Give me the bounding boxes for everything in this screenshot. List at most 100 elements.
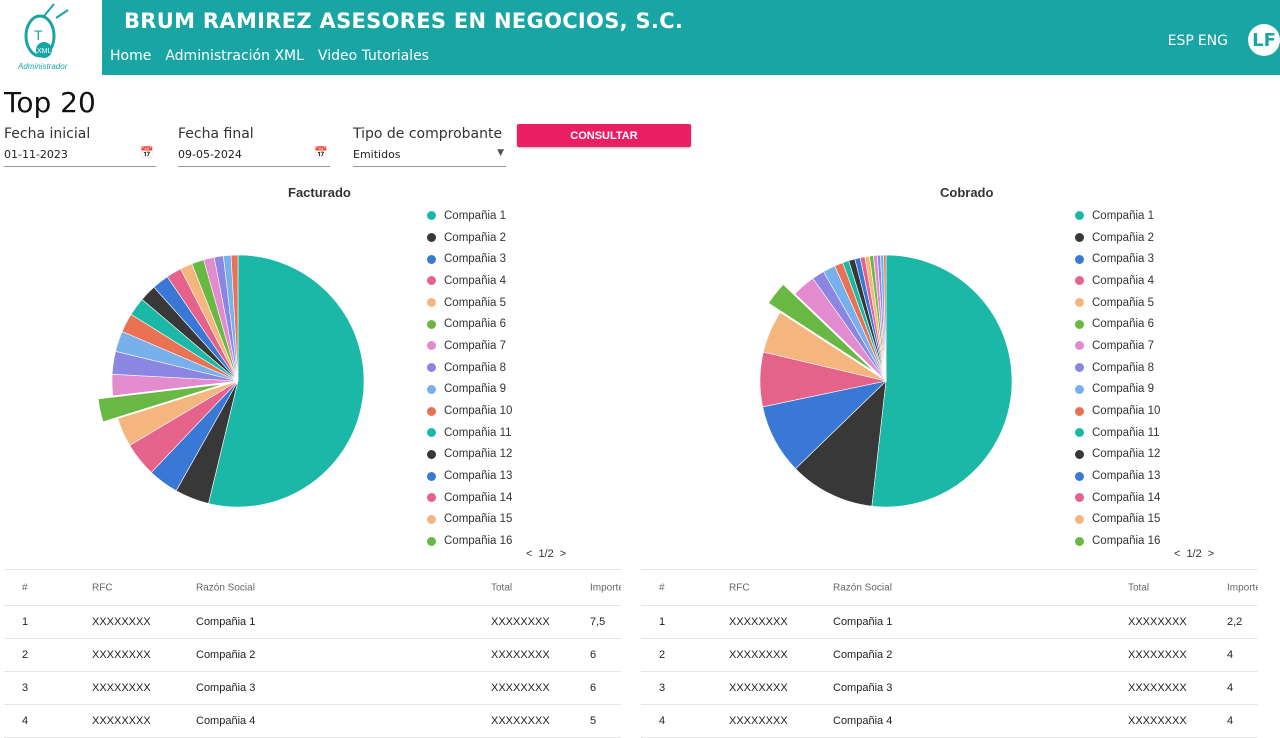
pie-slice[interactable]: [768, 284, 876, 373]
fecha-inicial-value: 01-11-2023: [4, 148, 68, 161]
legend-label: Compañia 12: [444, 448, 513, 461]
legend-item[interactable]: Compañia 13: [1075, 465, 1160, 487]
legend-item[interactable]: Compañia 12: [427, 444, 512, 466]
table-cell: 3: [22, 682, 29, 694]
consultar-button[interactable]: CONSULTAR: [517, 124, 691, 147]
pie-slice[interactable]: [97, 383, 225, 423]
table-cell: Compañia 1: [833, 616, 893, 628]
legend-item[interactable]: Compañia 7: [427, 335, 512, 357]
table-row[interactable]: 1 XXXXXXXX Compañia 1 XXXXXXXX 7,5: [4, 606, 621, 639]
legend-pager-cobrado: < 1/2 >: [1174, 548, 1214, 560]
table-cell: Compañia 4: [196, 715, 256, 727]
calendar-icon[interactable]: 📅: [140, 146, 154, 159]
nav-home[interactable]: Home: [110, 48, 152, 64]
legend-item[interactable]: Compañia 10: [1075, 400, 1160, 422]
pie-slice[interactable]: [117, 380, 239, 446]
legend-item[interactable]: Compañia 15: [1075, 509, 1160, 531]
dropdown-arrow-icon[interactable]: ▼: [497, 148, 504, 158]
table-row[interactable]: 1 XXXXXXXX Compañia 1 XXXXXXXX 2,2: [641, 606, 1258, 639]
table-row[interactable]: 2 XXXXXXXX Compañia 2 XXXXXXXX 4: [641, 639, 1258, 672]
pie-slice[interactable]: [883, 254, 887, 382]
legend-item[interactable]: Compañia 9: [427, 379, 512, 401]
legend-item[interactable]: Compañia 6: [1075, 313, 1160, 335]
language-switcher: ESP ENG: [1168, 33, 1228, 49]
legend-swatch-icon: [1075, 384, 1084, 394]
table-header-cell: Total: [1128, 582, 1150, 593]
legend-swatch-icon: [1075, 493, 1084, 503]
table-header-row: # RFC Razón Social Total Importe: [641, 570, 1258, 606]
legend-item[interactable]: Compañia 11: [427, 422, 512, 444]
nav-video-tutoriales[interactable]: Video Tutoriales: [317, 48, 429, 64]
legend-item[interactable]: Compañia 5: [1075, 292, 1160, 314]
legend-item[interactable]: Compañia 14: [1075, 487, 1160, 509]
table-header-cell: Total: [491, 582, 513, 593]
legend-item[interactable]: Compañia 1: [1075, 205, 1160, 227]
table-cell: 5: [590, 715, 597, 727]
legend-item[interactable]: Compañia 5: [427, 292, 512, 314]
table-row[interactable]: 3 XXXXXXXX Compañia 3 XXXXXXXX 4: [641, 672, 1258, 705]
table-cell: XXXXXXXX: [729, 649, 788, 661]
legend-item[interactable]: Compañia 16: [427, 530, 512, 552]
pie-slice[interactable]: [763, 311, 887, 382]
table-row[interactable]: 2 XXXXXXXX Compañia 2 XXXXXXXX 6: [4, 639, 621, 672]
pager-next-button[interactable]: >: [559, 548, 567, 560]
legend-item[interactable]: Compañia 16: [1075, 530, 1160, 552]
legend-item[interactable]: Compañia 13: [427, 465, 512, 487]
lang-eng[interactable]: ENG: [1197, 33, 1228, 49]
legend-label: Compañia 8: [444, 361, 507, 374]
legend-swatch-icon: [1075, 233, 1084, 243]
legend-swatch-icon: [1075, 298, 1084, 308]
legend-item[interactable]: Compañia 8: [1075, 357, 1160, 379]
nav-administracion-xml[interactable]: Administración XML: [165, 48, 304, 64]
table-row[interactable]: 3 XXXXXXXX Compañia 3 XXXXXXXX 6: [4, 672, 621, 705]
legend-item[interactable]: Compañia 3: [427, 248, 512, 270]
legend-item[interactable]: Compañia 8: [427, 357, 512, 379]
table-header-cell: RFC: [729, 582, 750, 593]
legend-item[interactable]: Compañia 2: [427, 227, 512, 249]
pager-next-button[interactable]: >: [1207, 548, 1215, 560]
user-avatar[interactable]: LF: [1248, 24, 1280, 56]
legend-item[interactable]: Compañia 4: [427, 270, 512, 292]
table-cell: XXXXXXXX: [92, 616, 151, 628]
legend-item[interactable]: Compañia 14: [427, 487, 512, 509]
pager-prev-button[interactable]: <: [1174, 548, 1181, 560]
pager-label: 1/2: [538, 548, 554, 560]
lang-esp[interactable]: ESP: [1167, 33, 1194, 49]
legend-item[interactable]: Compañia 11: [1075, 422, 1160, 444]
pie-chart-cobrado: [759, 254, 1013, 508]
tipo-comprobante-select[interactable]: Emitidos ▼: [353, 148, 506, 167]
tipo-comprobante-label: Tipo de comprobante: [353, 126, 503, 142]
legend-label: Compañia 12: [1092, 448, 1161, 461]
legend-label: Compañia 13: [1092, 470, 1161, 483]
pager-prev-button[interactable]: <: [526, 548, 533, 560]
legend-item[interactable]: Compañia 3: [1075, 248, 1160, 270]
legend-item[interactable]: Compañia 2: [1075, 227, 1160, 249]
table-cell: XXXXXXXX: [1128, 682, 1187, 694]
calendar-icon[interactable]: 📅: [314, 146, 328, 159]
pie-slice[interactable]: [230, 254, 239, 382]
pie-slice[interactable]: [871, 254, 1013, 508]
table-cell: 6: [590, 682, 597, 694]
table-cell: Compañia 2: [833, 649, 893, 661]
legend-item[interactable]: Compañia 9: [1075, 379, 1160, 401]
app-header: T XML Administrador BRUM RAMIREZ ASESORE…: [0, 0, 1280, 75]
legend-item[interactable]: Compañia 12: [1075, 444, 1160, 466]
table-row[interactable]: 4 XXXXXXXX Compañia 4 XXXXXXXX 4: [641, 705, 1258, 738]
legend-item[interactable]: Compañia 7: [1075, 335, 1160, 357]
company-name: BRUM RAMIREZ ASESORES EN NEGOCIOS, S.C.: [124, 9, 684, 33]
legend-item[interactable]: Compañia 1: [427, 205, 512, 227]
table-cell: 4: [659, 715, 666, 727]
legend-swatch-icon: [427, 298, 436, 308]
pie-slice[interactable]: [795, 380, 887, 507]
table-row[interactable]: 4 XXXXXXXX Compañia 4 XXXXXXXX 5: [4, 705, 621, 738]
legend-item[interactable]: Compañia 10: [427, 400, 512, 422]
fecha-inicial-input[interactable]: 01-11-2023 📅: [4, 146, 156, 167]
legend-label: Compañia 9: [1092, 383, 1155, 396]
legend-item[interactable]: Compañia 15: [427, 509, 512, 531]
pie-slice[interactable]: [208, 254, 365, 508]
legend-item[interactable]: Compañia 4: [1075, 270, 1160, 292]
logo[interactable]: T XML Administrador: [0, 0, 102, 75]
legend-swatch-icon: [1075, 211, 1084, 221]
legend-item[interactable]: Compañia 6: [427, 313, 512, 335]
fecha-final-input[interactable]: 09-05-2024 📅: [178, 146, 330, 167]
